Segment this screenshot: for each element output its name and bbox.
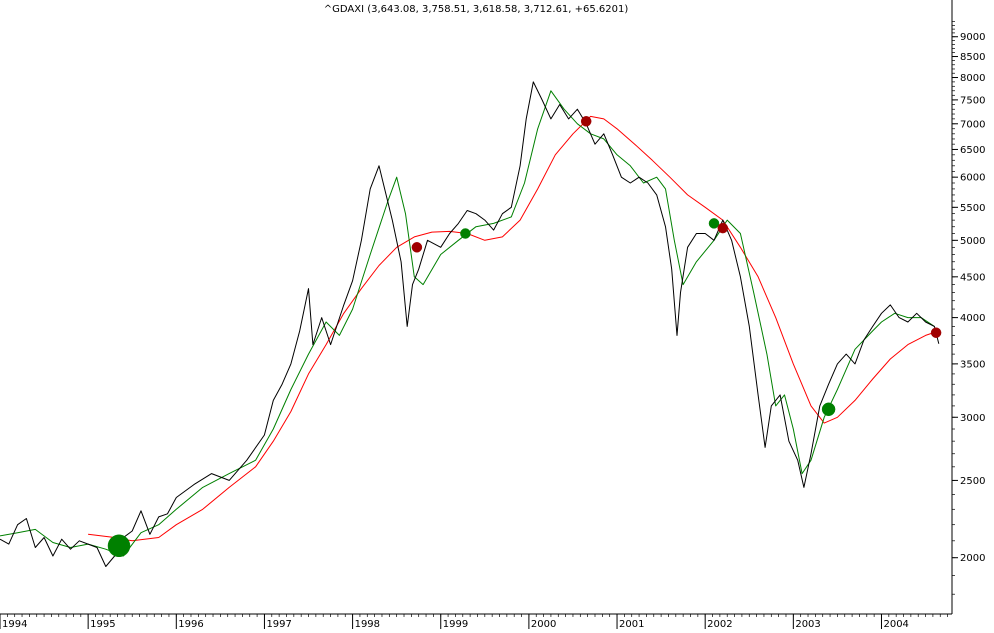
x-tick-label: 1999 xyxy=(443,619,468,629)
series-line-price xyxy=(0,81,940,567)
y-tick-label: 7000 xyxy=(960,119,985,130)
x-tick-label: 1994 xyxy=(2,619,27,629)
signal-markers xyxy=(107,116,942,558)
y-tick-label: 4500 xyxy=(960,272,985,283)
y-tick-label: 6500 xyxy=(960,145,985,156)
x-tick-label: 2000 xyxy=(531,619,556,629)
sell-signal-marker xyxy=(580,116,592,127)
y-tick-label: 2000 xyxy=(960,553,985,564)
y-tick-label: 3000 xyxy=(960,413,985,424)
sell-signal-marker xyxy=(411,242,423,253)
x-tick-label: 2004 xyxy=(883,619,908,629)
y-tick-label: 8000 xyxy=(960,73,985,84)
sell-signal-marker xyxy=(717,222,729,234)
plot-lines xyxy=(0,81,940,567)
series-line-fast-ma xyxy=(0,90,935,557)
y-tick-label: 5500 xyxy=(960,203,985,214)
y-tick-label: 8500 xyxy=(960,52,985,63)
x-tick-label: 2002 xyxy=(707,619,732,629)
sell-signal-marker xyxy=(930,327,942,338)
buy-signal-marker xyxy=(460,228,471,239)
x-tick-label: 1998 xyxy=(355,619,380,629)
x-tick-label: 1996 xyxy=(178,619,203,629)
y-tick-label: 9000 xyxy=(960,32,985,43)
x-tick-label: 2003 xyxy=(795,619,820,629)
series-line-slow-ma xyxy=(88,115,939,542)
buy-signal-marker xyxy=(821,402,836,417)
buy-signal-marker xyxy=(708,218,720,229)
x-tick-label: 1995 xyxy=(90,619,115,629)
chart-title: ^GDAXI (3,643.08, 3,758.51, 3,618.58, 3,… xyxy=(324,4,629,15)
y-tick-label: 4000 xyxy=(960,313,985,324)
x-axis: 1994 1995 1996 1997 1998 1999 2000 2001 2002 2003… xyxy=(0,613,952,630)
y-tick-label: 3500 xyxy=(960,359,985,370)
y-axis: 2000 2500 3000 3500 4000 4500 5000 5500 6000 6500… xyxy=(951,0,985,614)
y-tick-label: 6000 xyxy=(960,173,985,184)
x-tick-label: 1997 xyxy=(266,619,291,629)
buy-signal-marker xyxy=(107,534,131,558)
x-tick-label: 2001 xyxy=(619,619,644,629)
y-tick-label: 5000 xyxy=(960,236,985,247)
y-tick-label: 2500 xyxy=(960,476,985,487)
y-tick-label: 7500 xyxy=(960,95,985,106)
